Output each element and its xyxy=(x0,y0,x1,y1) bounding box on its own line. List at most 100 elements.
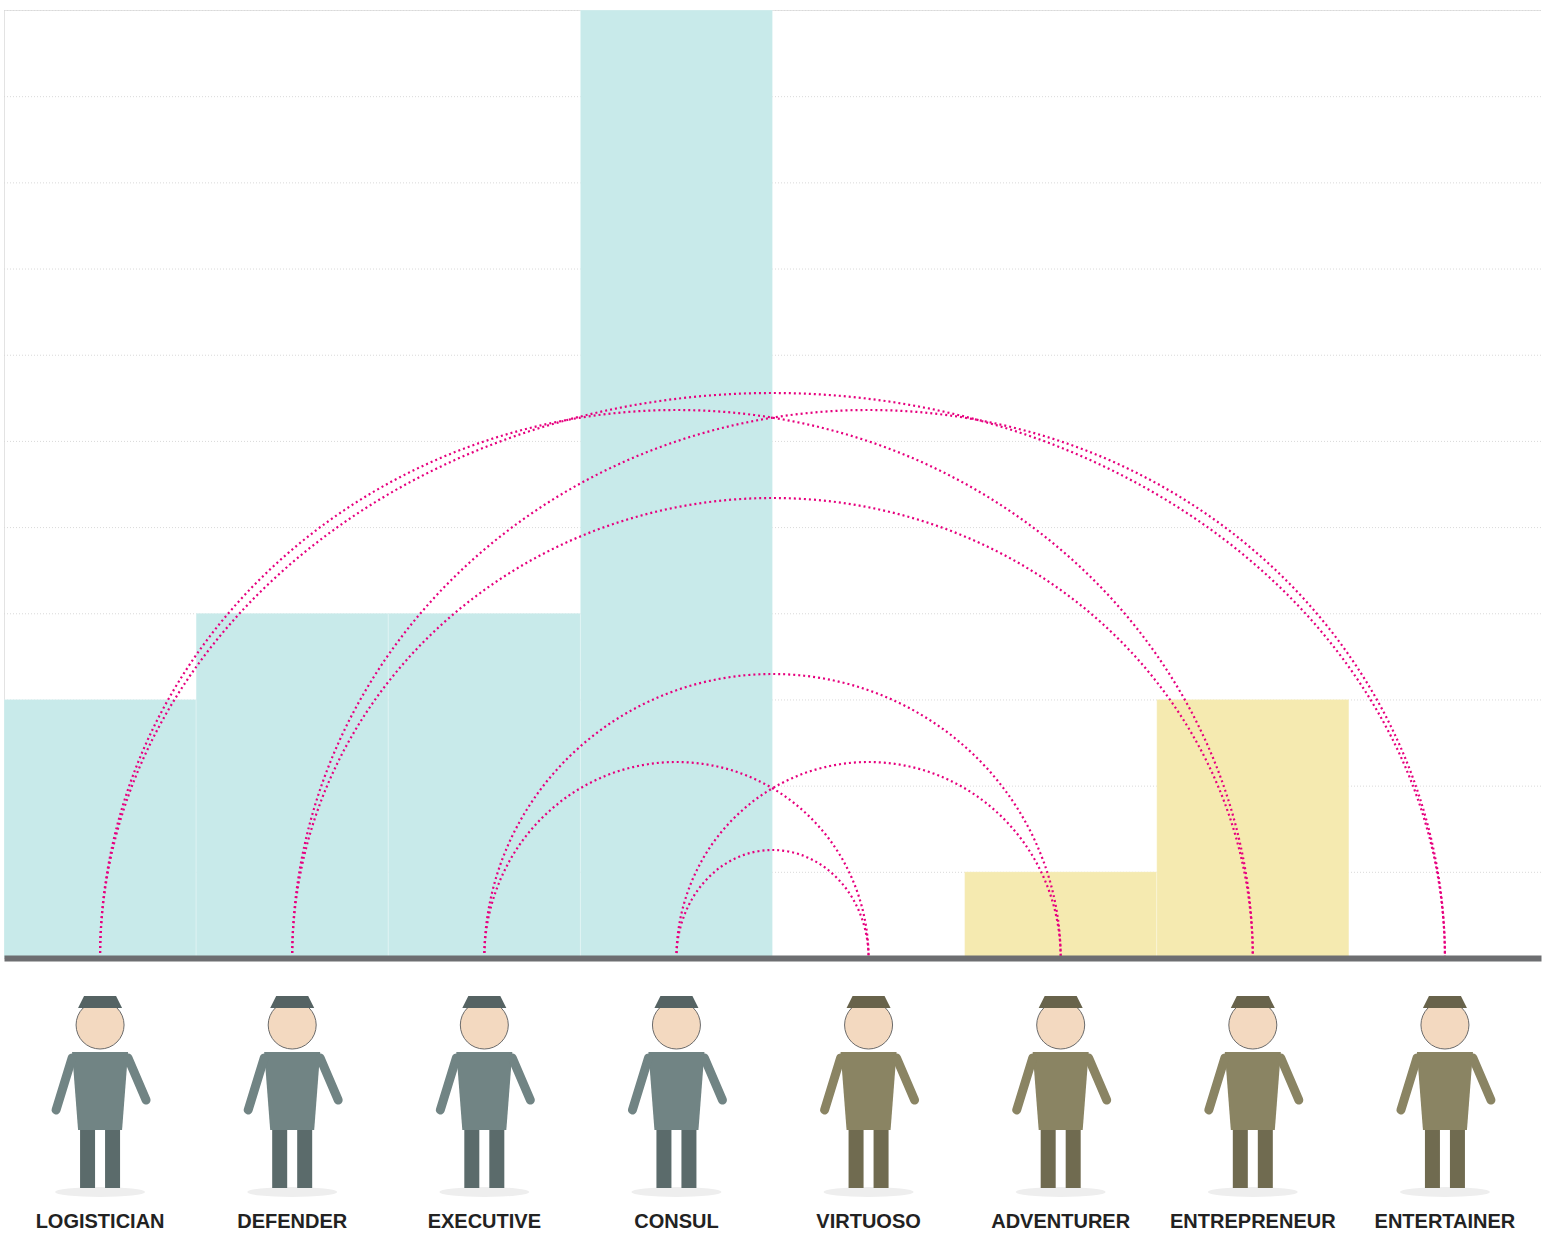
figure-arm xyxy=(128,1058,146,1100)
link-arc xyxy=(292,410,1445,958)
figure-hair xyxy=(1231,996,1275,1008)
y-axis xyxy=(4,11,1541,959)
figure-arm xyxy=(1089,1058,1107,1100)
category-label: VIRTUOSO xyxy=(816,1210,920,1232)
figure-hair xyxy=(1423,996,1467,1008)
figure-leg xyxy=(1041,1130,1056,1188)
link-arc xyxy=(292,498,1253,958)
bar xyxy=(196,613,388,958)
x-tick: VIRTUOSO xyxy=(816,958,920,1232)
baseline xyxy=(5,956,1542,962)
bar xyxy=(388,613,580,958)
figure-arm xyxy=(1209,1058,1225,1110)
figure-arm xyxy=(1017,1058,1033,1110)
figure-arm xyxy=(897,1058,915,1100)
category-label: LOGISTICIAN xyxy=(36,1210,165,1232)
figure-leg xyxy=(1233,1130,1248,1188)
link-arc xyxy=(484,762,868,958)
figure-hair xyxy=(1039,996,1083,1008)
figure-head xyxy=(460,1001,508,1049)
figure-shadow xyxy=(1208,1187,1298,1197)
figure-shadow xyxy=(1016,1187,1106,1197)
category-label: DEFENDER xyxy=(237,1210,348,1232)
figure-shadow xyxy=(439,1187,529,1197)
figure-body xyxy=(1417,1052,1473,1130)
figure-body xyxy=(841,1052,897,1130)
figure-body xyxy=(648,1052,704,1130)
figure xyxy=(1208,996,1299,1197)
category-label: CONSUL xyxy=(634,1210,718,1232)
category-label: ENTREPRENEUR xyxy=(1170,1210,1336,1232)
y-axis-line xyxy=(5,11,1542,959)
figure xyxy=(631,996,722,1197)
figure-leg xyxy=(874,1130,889,1188)
figure-leg xyxy=(849,1130,864,1188)
figure-leg xyxy=(464,1130,479,1188)
figure-head xyxy=(1229,1001,1277,1049)
figure-arm xyxy=(704,1058,722,1100)
figure-leg xyxy=(272,1130,287,1188)
figure-arm xyxy=(1281,1058,1299,1100)
x-tick: DEFENDER xyxy=(237,958,348,1232)
figure-leg xyxy=(681,1130,696,1188)
y-tick xyxy=(4,958,1541,959)
bar xyxy=(4,699,196,958)
link-arc xyxy=(484,674,1060,958)
figure xyxy=(439,996,530,1197)
x-tick: EXECUTIVE xyxy=(428,958,541,1232)
grid-line xyxy=(4,958,1541,959)
figure xyxy=(824,996,915,1197)
x-tick: ENTREPRENEUR xyxy=(1170,958,1336,1232)
category-label: EXECUTIVE xyxy=(428,1210,541,1232)
figure-body xyxy=(72,1052,128,1130)
figure-body xyxy=(1033,1052,1089,1130)
figure-leg xyxy=(489,1130,504,1188)
figure xyxy=(55,996,146,1197)
figure-arm xyxy=(440,1058,456,1110)
figure-body xyxy=(264,1052,320,1130)
x-tick: ADVENTURER xyxy=(991,958,1130,1232)
figure xyxy=(1016,996,1107,1197)
x-tick: CONSUL xyxy=(634,958,718,1232)
figure-leg xyxy=(80,1130,95,1188)
figure-body xyxy=(1225,1052,1281,1130)
figure-hair xyxy=(847,996,891,1008)
figure-head xyxy=(268,1001,316,1049)
chart: LOGISTICIAN DEFENDER EXECUTIVE CONSUL VIRTUO… xyxy=(0,0,1545,1241)
link-arc xyxy=(676,850,868,958)
bar xyxy=(1157,699,1349,958)
figure-body xyxy=(456,1052,512,1130)
figure-shadow xyxy=(824,1187,914,1197)
figure xyxy=(1400,996,1491,1197)
figure-arm xyxy=(632,1058,648,1110)
figure-leg xyxy=(656,1130,671,1188)
figure-arm xyxy=(1401,1058,1417,1110)
figure-leg xyxy=(1258,1130,1273,1188)
plot-area xyxy=(4,10,1445,958)
figure-hair xyxy=(78,996,122,1008)
figure-shadow xyxy=(631,1187,721,1197)
figure-head xyxy=(652,1001,700,1049)
bar xyxy=(580,10,772,958)
figure-leg xyxy=(105,1130,120,1188)
figure-head xyxy=(845,1001,893,1049)
figure-arm xyxy=(56,1058,72,1110)
figure-hair xyxy=(462,996,506,1008)
figures xyxy=(55,996,1491,1197)
figure-leg xyxy=(1066,1130,1081,1188)
category-label: ADVENTURER xyxy=(991,1210,1130,1232)
figure-arm xyxy=(1473,1058,1491,1100)
figure-hair xyxy=(270,996,314,1008)
link-arc xyxy=(676,762,1060,958)
link-arc xyxy=(100,393,1445,958)
figure-arm xyxy=(825,1058,841,1110)
category-label: ENTERTAINER xyxy=(1375,1210,1516,1232)
link-arc xyxy=(100,410,1253,958)
figure-leg xyxy=(1450,1130,1465,1188)
x-tick: LOGISTICIAN xyxy=(36,958,165,1232)
figure-head xyxy=(76,1001,124,1049)
figure-arm xyxy=(248,1058,264,1110)
x-tick: ENTERTAINER xyxy=(1375,958,1516,1232)
figure-leg xyxy=(1425,1130,1440,1188)
figure-leg xyxy=(297,1130,312,1188)
